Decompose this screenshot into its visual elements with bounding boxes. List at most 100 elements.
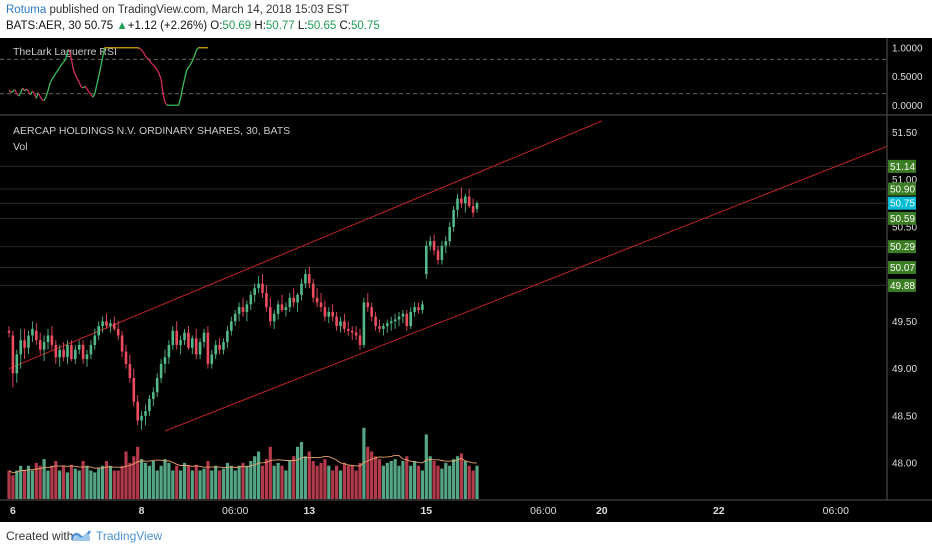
candle-body <box>327 311 331 317</box>
candle-body <box>120 335 124 352</box>
volume-bar <box>342 462 346 499</box>
candle <box>31 321 34 343</box>
candle <box>194 328 198 360</box>
rsi-line-segment <box>45 90 49 97</box>
author-link[interactable]: Rotuma <box>6 4 47 16</box>
volume-bar <box>440 468 444 499</box>
candle <box>358 328 362 350</box>
candle <box>54 340 58 364</box>
candle-body <box>105 321 108 327</box>
candle-body <box>226 330 229 343</box>
candle <box>128 354 132 383</box>
volume-bar <box>444 462 448 499</box>
volume-bar <box>214 465 218 499</box>
candle-body <box>343 321 346 329</box>
rsi-line-segment <box>20 87 24 93</box>
rsi-line-segment <box>59 64 63 68</box>
price-pane[interactable]: AERCAP HOLDINGS N.V. ORDINARY SHARES, 30… <box>0 115 932 517</box>
candle <box>179 335 182 355</box>
volume-bar <box>459 453 463 499</box>
candle-body <box>38 340 42 350</box>
volume-bar <box>296 446 300 499</box>
candle <box>269 297 272 327</box>
rsi-line-segment <box>35 92 39 99</box>
rsi-pane[interactable]: TheLark Laguerre RSI 1.0000 0.5000 0.0000 <box>0 38 932 116</box>
candle <box>77 340 81 355</box>
rsi-tick-label: 0.0000 <box>892 101 923 112</box>
tradingview-logo-icon <box>71 530 91 541</box>
volume-bar <box>182 462 187 499</box>
volume-bar <box>381 465 385 499</box>
volume-bar <box>467 465 471 499</box>
ohlc-line: BATS:AER, 30 50.75 ▲+1.12 (+2.26%) O:50.… <box>6 20 380 32</box>
candle <box>233 310 237 327</box>
candle <box>288 292 292 312</box>
price-label-box <box>888 260 916 274</box>
candle-body <box>440 245 444 260</box>
volume-bar <box>124 451 128 499</box>
volume-bar <box>163 459 167 499</box>
candle <box>261 274 264 298</box>
volume-bar <box>249 461 253 499</box>
candle-body <box>210 354 214 364</box>
candle <box>19 328 22 369</box>
candle-body <box>74 349 77 360</box>
tradingview-brand-link[interactable]: TradingView <box>96 529 163 543</box>
candle-body <box>214 344 217 355</box>
candle-body <box>101 321 104 327</box>
volume-bar <box>229 465 233 499</box>
candle <box>284 302 288 317</box>
price-tick-label: 50.50 <box>892 222 917 233</box>
published-text: published on TradingView.com, March 14, … <box>49 4 350 16</box>
volume-bar <box>455 456 460 499</box>
candle-body <box>311 283 315 298</box>
candle-body <box>432 241 436 251</box>
candle-body <box>347 328 350 331</box>
rsi-line-segment <box>63 58 67 63</box>
candle-body <box>191 338 194 348</box>
volume-bar <box>280 465 284 499</box>
candle <box>97 321 100 341</box>
candle <box>448 222 451 246</box>
candle-body <box>393 319 397 322</box>
volume-bar <box>374 456 378 499</box>
candle <box>354 326 358 341</box>
candle <box>62 342 65 362</box>
rsi-line-segment <box>178 98 182 106</box>
volume-bar <box>436 465 440 499</box>
candle <box>113 316 116 331</box>
candle <box>460 187 463 208</box>
channel-trendline[interactable] <box>8 120 603 370</box>
candle <box>280 294 284 312</box>
rsi-line-segment <box>26 88 29 92</box>
chart-canvas[interactable]: TheLark Laguerre RSI 1.00000.50000.0000 … <box>0 38 932 522</box>
rsi-line-segment <box>47 83 51 92</box>
candle <box>46 328 50 350</box>
volume-bar <box>38 465 42 499</box>
candle <box>249 291 253 310</box>
candle <box>397 311 401 327</box>
channel-trendline[interactable] <box>164 146 887 432</box>
candle-body <box>15 354 19 374</box>
candle <box>93 328 97 350</box>
volume-bar <box>159 465 163 499</box>
time-tick-label: 20 <box>596 505 608 517</box>
candle-body <box>89 344 93 355</box>
time-tick-label: 06:00 <box>222 505 248 517</box>
price-label-text: 50.90 <box>890 185 915 196</box>
volume-bar <box>19 465 23 499</box>
candle-body <box>413 307 416 312</box>
volume-bar <box>276 462 280 499</box>
last-price: 50.75 <box>84 20 114 32</box>
candle-body <box>233 313 237 322</box>
candle-body <box>202 332 206 343</box>
candle-body <box>7 330 11 333</box>
volume-ma-line <box>8 454 477 474</box>
volume-bar <box>292 456 296 499</box>
candle-body <box>54 344 58 358</box>
candle-body <box>85 354 89 360</box>
volume-bar <box>362 427 366 499</box>
candle <box>296 292 299 312</box>
volume-bar <box>413 461 417 499</box>
candle <box>304 269 307 289</box>
